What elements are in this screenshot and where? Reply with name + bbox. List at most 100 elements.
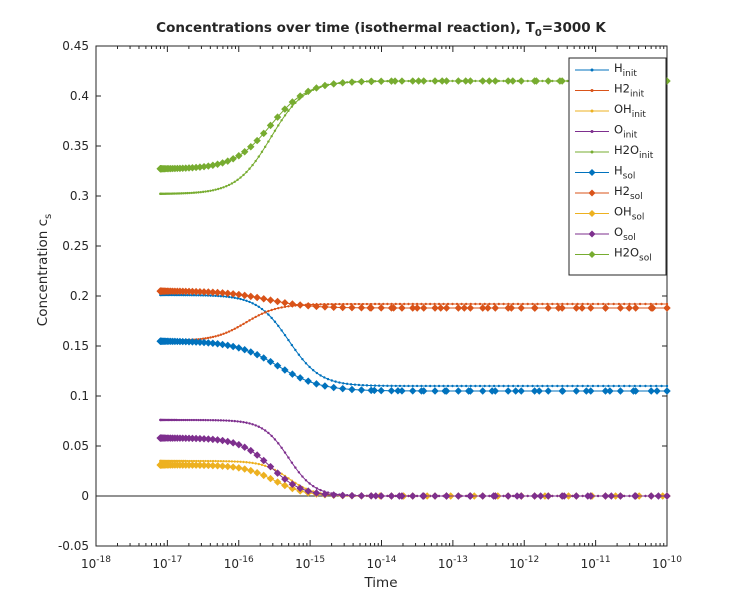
data-point <box>270 134 273 138</box>
data-point <box>441 387 449 395</box>
data-point <box>479 304 487 312</box>
data-point <box>415 384 419 388</box>
data-point <box>211 189 215 192</box>
data-point <box>235 290 243 299</box>
data-point <box>586 302 589 306</box>
data-point <box>283 333 287 337</box>
data-point <box>484 304 492 312</box>
data-point <box>248 300 251 304</box>
data-point <box>464 384 468 388</box>
data-point <box>625 304 633 312</box>
data-point <box>222 186 225 189</box>
data-point <box>437 384 441 388</box>
data-point <box>197 459 200 463</box>
data-point <box>366 304 374 312</box>
data-point <box>377 304 385 312</box>
data-point <box>190 418 194 422</box>
data-point <box>229 342 237 351</box>
data-point <box>319 374 322 377</box>
data-point <box>266 474 275 483</box>
data-point <box>321 490 329 498</box>
data-point <box>516 384 520 388</box>
data-point <box>206 336 210 340</box>
legend-entry: OHinit <box>575 102 646 120</box>
legend-marker <box>590 150 594 154</box>
data-point <box>188 191 191 195</box>
data-point <box>312 369 315 372</box>
x-tick-label: 10-17 <box>152 555 182 571</box>
data-point <box>428 302 432 306</box>
data-point <box>248 167 251 170</box>
data-point <box>517 77 525 85</box>
legend-entry: OHsol <box>575 205 644 223</box>
data-point <box>195 191 198 194</box>
data-point <box>173 418 176 422</box>
data-point <box>236 326 239 329</box>
legend-label: Hsol <box>614 164 635 182</box>
data-point <box>531 302 534 306</box>
data-point <box>357 77 366 86</box>
data-point <box>259 471 268 480</box>
data-point <box>240 148 249 156</box>
data-point <box>236 178 239 182</box>
data-point <box>329 491 338 499</box>
data-point <box>222 332 225 336</box>
x-tick-label: 10-18 <box>81 555 111 571</box>
data-point <box>312 489 321 497</box>
data-point <box>446 302 450 306</box>
data-point <box>254 315 257 319</box>
data-point <box>387 492 396 500</box>
data-point <box>259 354 268 362</box>
data-point <box>502 302 505 306</box>
data-point <box>182 192 185 195</box>
data-point <box>389 304 398 312</box>
data-point <box>209 435 217 444</box>
data-point <box>270 316 273 320</box>
data-point <box>270 308 273 312</box>
data-point <box>460 384 463 388</box>
data-point <box>235 464 243 472</box>
data-point <box>373 384 377 387</box>
data-point <box>217 459 220 463</box>
data-point <box>326 302 330 306</box>
data-point <box>287 109 290 113</box>
data-point <box>373 302 377 306</box>
data-point <box>329 383 338 392</box>
data-point <box>184 192 187 195</box>
data-point <box>338 384 347 393</box>
data-point <box>329 303 338 311</box>
data-point <box>431 304 439 312</box>
legend-marker <box>590 109 594 113</box>
data-point <box>321 81 329 90</box>
data-point <box>338 302 341 306</box>
data-point <box>541 384 544 388</box>
data-point <box>454 77 463 85</box>
data-point <box>273 320 277 323</box>
data-point <box>492 302 496 306</box>
data-point <box>199 190 202 194</box>
data-point <box>622 302 626 306</box>
y-tick-label: 0.2 <box>70 289 89 303</box>
data-point <box>245 170 248 174</box>
data-point <box>263 145 267 149</box>
data-point <box>357 386 366 394</box>
data-point <box>273 113 282 121</box>
legend-marker <box>588 189 596 197</box>
data-point <box>254 303 257 307</box>
data-point <box>280 329 283 332</box>
data-point <box>257 305 261 308</box>
data-point <box>586 384 589 388</box>
data-point <box>312 84 321 92</box>
y-tick-label: 0 <box>81 489 89 503</box>
data-point <box>253 451 261 459</box>
data-point <box>230 182 234 185</box>
data-point <box>420 384 423 388</box>
data-point <box>561 384 564 388</box>
data-point <box>219 333 223 336</box>
data-point <box>213 340 222 348</box>
data-point <box>454 304 463 312</box>
data-point <box>301 475 304 478</box>
data-point <box>507 384 510 388</box>
data-point <box>394 302 397 306</box>
data-point <box>204 339 213 347</box>
